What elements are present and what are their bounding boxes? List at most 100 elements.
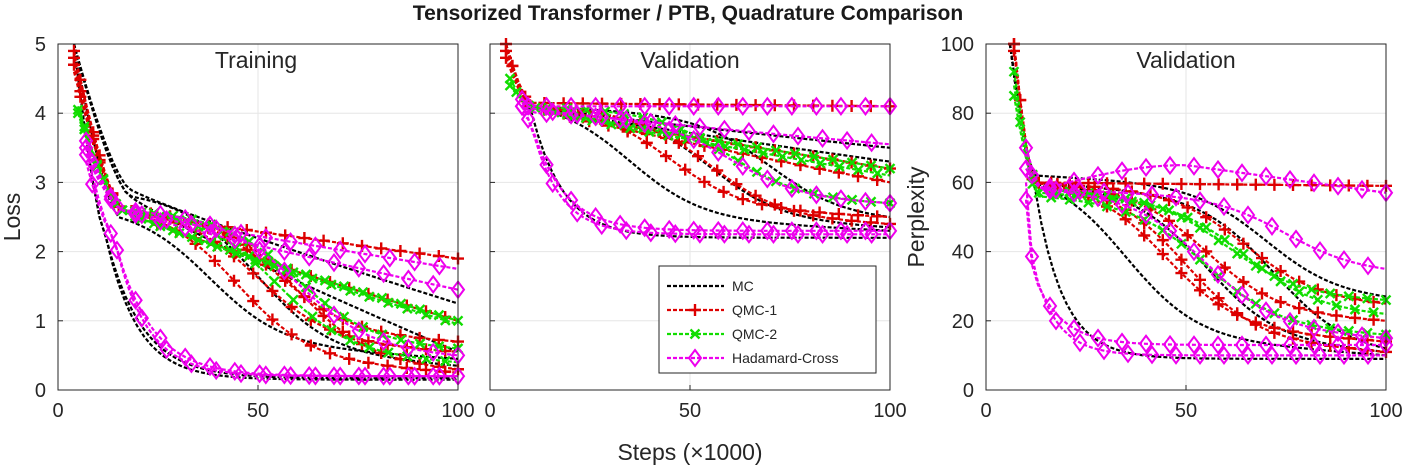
data-point-qmc-1 [500,51,512,64]
data-point-hadamard-cross [376,263,391,284]
data-point-qmc-2 [78,124,90,135]
series-line-mc [504,43,891,149]
data-point-hadamard-cross [612,96,628,116]
data-point-qmc-2 [439,315,451,326]
data-point-hadamard-cross [1090,165,1106,186]
data-point-hadamard-cross [514,96,530,116]
data-point-qmc-1 [362,356,375,369]
data-point-hadamard-cross [401,269,416,289]
data-point-hadamard-cross [84,174,100,194]
data-point-hadamard-cross [686,129,701,150]
data-point-hadamard-cross [1048,180,1064,200]
data-point-qmc-1 [68,44,80,57]
data-point-hadamard-cross [258,227,274,248]
data-point-qmc-2 [751,166,763,178]
data-point-hadamard-cross [1360,256,1376,276]
legend: MC QMC-1 QMC-2 Hadamard-Cross [658,265,877,374]
ticks: 0 50 100 0 1 2 3 4 5 [35,34,475,422]
data-point-hadamard-cross [1066,318,1082,339]
data-point-hadamard-cross [784,178,800,199]
data-point-qmc-1 [692,150,704,163]
data-point-qmc-1 [1256,252,1268,265]
data-point-hadamard-cross [1168,187,1184,207]
series-qmc-2 [1008,66,1392,340]
y-tick-label: 0 [963,380,974,402]
data-point-qmc-2 [1014,116,1026,128]
data-point-qmc-1 [736,193,749,206]
data-point-qmc-2 [268,260,280,272]
data-point-qmc-1 [432,360,445,373]
data-point-hadamard-cross [833,96,849,116]
data-point-qmc-2 [401,303,413,314]
data-point-hadamard-cross [686,96,701,116]
data-point-hadamard-cross [277,261,292,281]
y-tick-label: 100 [941,34,974,56]
data-point-qmc-2 [338,280,350,292]
y-tick-label: 80 [952,103,974,125]
y-tick-label: 20 [952,311,974,333]
data-point-qmc-2 [1324,288,1336,299]
data-point-qmc-2 [1200,222,1212,233]
data-point-qmc-1 [247,267,260,280]
data-point-hadamard-cross [1018,138,1034,158]
data-point-hadamard-cross [1234,335,1250,355]
data-point-hadamard-cross [760,96,775,116]
data-point-qmc-1 [1293,302,1306,315]
legend-marker [689,328,701,340]
data-point-qmc-2 [268,276,280,287]
data-point-qmc-1 [1181,201,1194,214]
data-point-qmc-2 [1176,238,1187,250]
data-point-hadamard-cross [569,203,585,223]
x-axis-label: Steps (×1000) [617,439,762,465]
data-point-hadamard-cross [177,208,193,229]
data-point-hadamard-cross [1120,344,1136,364]
data-point-qmc-2 [1250,260,1262,272]
data-point-hadamard-cross [308,366,323,386]
data-point-qmc-1 [1287,325,1299,338]
data-point-hadamard-cross [1090,328,1106,348]
data-point-hadamard-cross [177,218,193,238]
data-point-hadamard-cross [1096,182,1112,202]
panel-title: Validation [640,47,739,73]
data-point-hadamard-cross [1360,345,1376,366]
data-point-hadamard-cross [1336,250,1352,270]
data-point-hadamard-cross [1264,216,1280,236]
data-point-hadamard-cross [735,221,751,241]
data-point-qmc-2 [833,161,845,172]
series-line-hadamard-cross [1025,168,1387,340]
data-point-qmc-1 [343,352,356,365]
data-point-hadamard-cross [1282,335,1298,355]
panel-title: Training [215,47,297,73]
series-line-hadamard-cross [84,140,459,291]
data-point-hadamard-cross [1306,173,1322,193]
data-point-hadamard-cross [858,221,873,241]
data-point-qmc-2 [1368,307,1379,318]
data-point-qmc-1 [228,274,240,287]
legend-item-qmc-2: QMC-2 [667,326,777,342]
legend-item-hadamard-cross: Hadamard-Cross [667,348,839,368]
data-point-qmc-1 [730,178,743,191]
legend-box [658,265,877,374]
data-point-qmc-2 [656,116,668,128]
data-point-qmc-1 [1175,253,1188,266]
data-point-hadamard-cross [1096,341,1112,361]
data-point-qmc-2 [1293,286,1305,298]
data-point-hadamard-cross [301,284,317,304]
series-layer [500,38,898,244]
data-point-qmc-2 [306,273,318,284]
data-point-qmc-1 [413,357,426,370]
data-point-hadamard-cross [661,219,677,240]
data-point-qmc-2 [1331,300,1342,311]
data-point-hadamard-cross [1312,241,1328,261]
data-point-hadamard-cross [1090,188,1106,208]
data-point-hadamard-cross [1354,335,1370,355]
data-point-hadamard-cross [1192,191,1208,211]
data-point-hadamard-cross [351,366,367,386]
series-line-hadamard-cross [85,154,459,357]
legend-marker [687,348,703,368]
data-point-qmc-1 [336,325,349,338]
series-line-mc [1008,43,1387,350]
data-point-hadamard-cross [1042,296,1058,316]
data-point-hadamard-cross [425,342,441,363]
